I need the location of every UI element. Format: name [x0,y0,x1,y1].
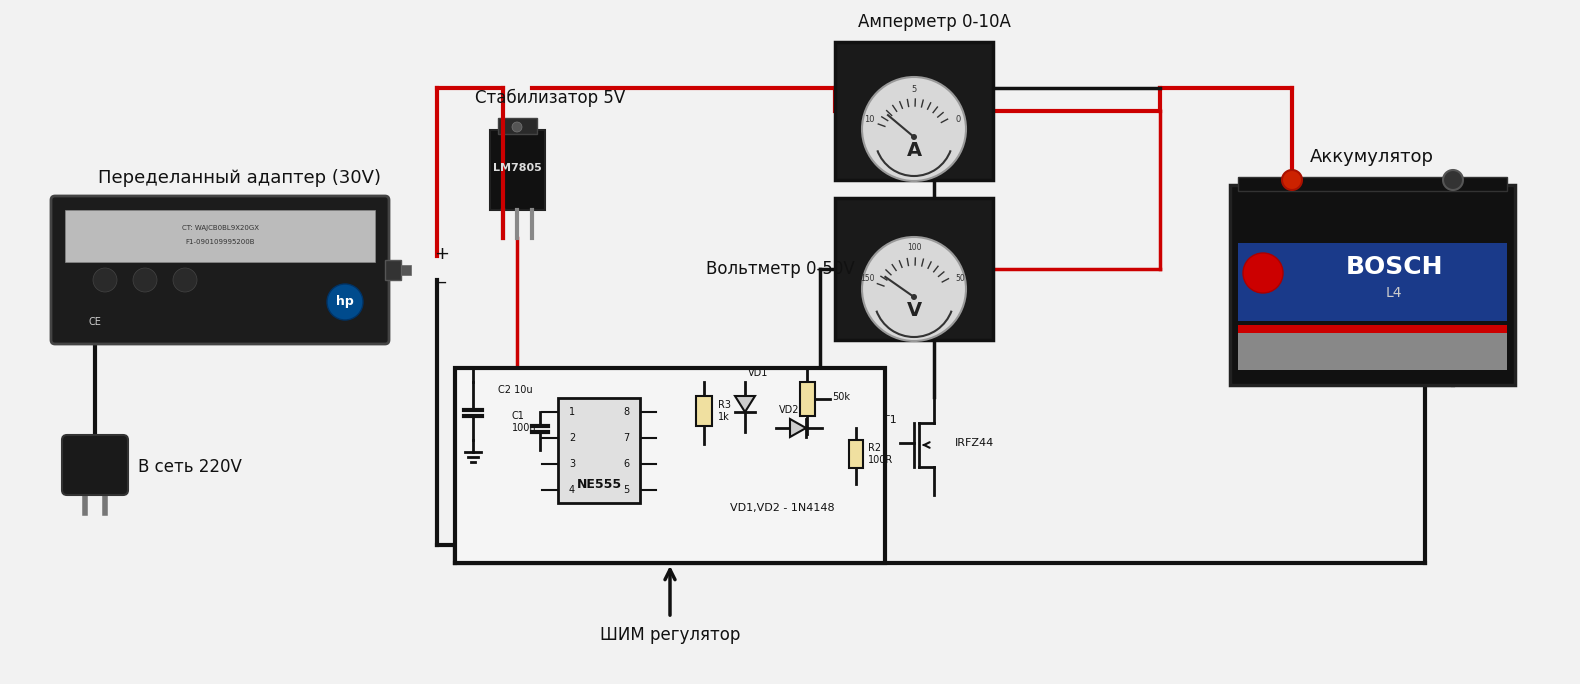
Text: 0: 0 [956,114,961,124]
Text: Стабилизатор 5V: Стабилизатор 5V [476,89,626,107]
Circle shape [1443,170,1463,190]
Bar [401,265,411,275]
Text: 150: 150 [861,274,875,282]
Text: 7: 7 [623,433,629,443]
Text: C1
100n: C1 100n [512,411,537,433]
Circle shape [172,268,198,292]
Bar [1239,325,1507,370]
Text: 10: 10 [864,114,875,124]
Text: –: – [438,273,447,291]
Circle shape [912,134,916,140]
Text: ШИМ регулятор: ШИМ регулятор [600,626,739,644]
Text: VD1,VD2 - 1N4148: VD1,VD2 - 1N4148 [730,503,834,513]
Bar [834,42,992,180]
Text: 100: 100 [907,243,921,252]
Text: +: + [435,245,449,263]
Text: C2 10u: C2 10u [498,385,532,395]
Text: CT: WAJCB0BL9X20GX: CT: WAJCB0BL9X20GX [182,225,259,231]
Text: NE555: NE555 [577,479,621,492]
Circle shape [1281,170,1302,190]
Text: 6: 6 [623,459,629,469]
Bar [1239,243,1507,321]
Text: Вольтметр 0-50V: Вольтметр 0-50V [706,260,855,278]
Text: 3: 3 [569,459,575,469]
Text: В сеть 220V: В сеть 220V [137,458,242,476]
Bar [558,398,640,503]
Polygon shape [735,396,755,412]
Bar [455,368,885,563]
Circle shape [1243,253,1283,293]
Bar [1229,185,1515,385]
Bar [65,210,374,262]
Circle shape [863,77,965,181]
FancyBboxPatch shape [51,196,389,344]
Text: BOSCH: BOSCH [1345,255,1443,279]
Bar [697,396,713,426]
Text: Аккумулятор: Аккумулятор [1310,148,1435,166]
Text: hp: hp [337,295,354,308]
Bar [1239,177,1507,191]
FancyBboxPatch shape [62,435,128,495]
Text: Амперметр 0-10А: Амперметр 0-10А [858,13,1011,31]
Text: V: V [907,302,921,321]
Text: L4: L4 [1386,286,1403,300]
Circle shape [327,284,363,320]
Text: F1-090109995200B: F1-090109995200B [185,239,254,245]
Polygon shape [790,419,806,437]
Text: Переделанный адаптер (30V): Переделанный адаптер (30V) [98,169,381,187]
Text: 50k: 50k [833,392,850,402]
Text: VD1: VD1 [747,368,768,378]
Text: R3
1k: R3 1k [717,400,732,422]
Text: 1: 1 [569,407,575,417]
Text: IRFZ44: IRFZ44 [954,438,994,448]
Text: 4: 4 [569,485,575,495]
Text: T1: T1 [883,415,897,425]
Bar [799,382,815,416]
Text: VD2: VD2 [779,405,799,415]
Bar [490,130,545,210]
Circle shape [133,268,156,292]
Bar [498,118,537,134]
Text: 5: 5 [623,485,629,495]
Bar [386,260,401,280]
Text: 5: 5 [912,85,916,94]
Text: 50: 50 [956,274,965,282]
Text: 8: 8 [623,407,629,417]
Text: 2: 2 [569,433,575,443]
Text: CE: CE [88,317,101,327]
Bar [834,198,992,340]
Circle shape [93,268,117,292]
Circle shape [512,122,521,132]
Text: R2
100R: R2 100R [867,443,893,465]
Text: LM7805: LM7805 [493,163,542,173]
Circle shape [863,237,965,341]
Circle shape [912,294,916,300]
Bar [848,440,863,468]
Text: A: A [907,142,921,161]
Bar [1239,325,1507,333]
